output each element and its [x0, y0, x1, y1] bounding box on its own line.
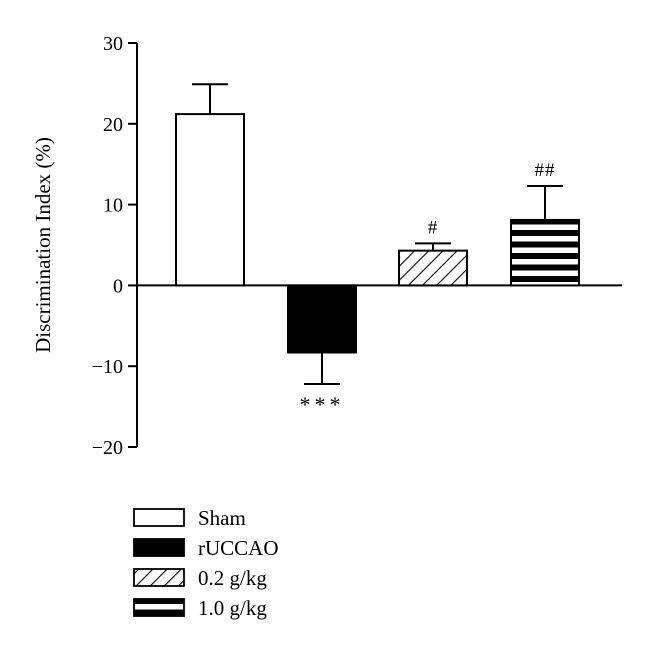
bar [398, 249, 468, 287]
bars: ***### [175, 83, 580, 417]
y-tick-label: 30 [103, 33, 123, 55]
y-tick-label: −10 [92, 356, 123, 378]
y-axis-label: Discrimination Index (%) [31, 137, 55, 353]
legend-swatch [133, 598, 185, 617]
bar [510, 218, 580, 287]
legend: Sham rUCCAO 0.2 g/kg 1.0 g/kg [133, 506, 279, 620]
legend-label: rUCCAO [198, 536, 279, 560]
bar [175, 113, 245, 287]
y-tick-label: 0 [113, 275, 123, 297]
y-tick-label: −20 [92, 437, 123, 459]
legend-swatch [133, 538, 185, 557]
y-tick-label: 10 [103, 195, 123, 217]
legend-label: 0.2 g/kg [198, 566, 267, 590]
legend-swatch [133, 508, 185, 527]
significance-label: ## [535, 160, 556, 181]
y-tick-label: 20 [103, 114, 123, 136]
significance-label: *** [300, 392, 345, 417]
legend-label: 1.0 g/kg [198, 596, 267, 620]
bar [287, 284, 357, 354]
legend-label: Sham [198, 506, 246, 530]
legend-swatch [133, 568, 185, 587]
significance-label: # [428, 217, 439, 238]
